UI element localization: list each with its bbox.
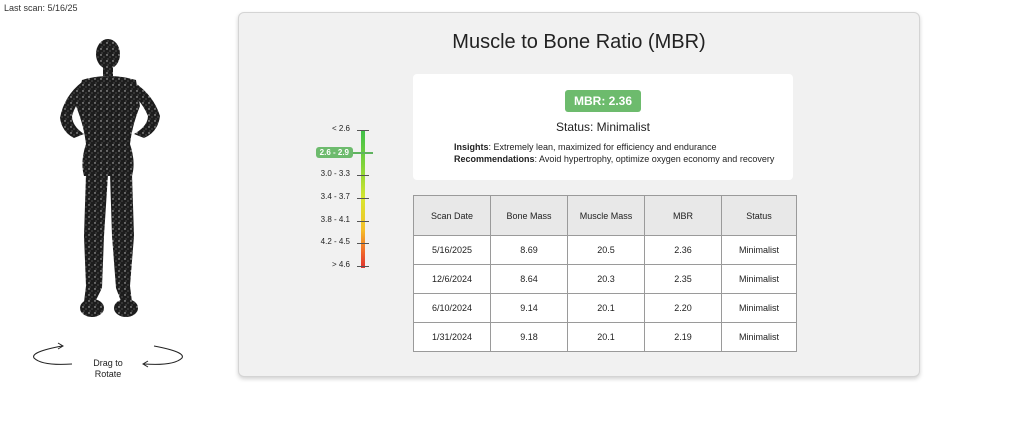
cell-mbr: 2.20 (644, 293, 722, 323)
cell-mbr: 2.35 (644, 264, 722, 294)
rotate-hint-line2: Rotate (94, 369, 122, 379)
scale-tick (357, 243, 369, 245)
scale-label: 3.0 - 3.3 (320, 169, 350, 179)
last-scan-label: Last scan: 5/16/25 (4, 3, 78, 13)
body-scan-viewer[interactable] (40, 36, 180, 332)
cell-scan-date: 12/6/2024 (413, 264, 491, 294)
insights-label: Insights (454, 142, 489, 152)
cell-scan-date: 1/31/2024 (413, 322, 491, 352)
mbr-scale: < 2.6 2.6 - 2.9 3.0 - 3.3 3.4 - 3.7 3.8 - 4.… (308, 124, 388, 274)
info-panel: MBR: 2.36 Status: Minimalist Insights: E… (413, 74, 793, 180)
rotate-hint: Drag to Rotate (78, 358, 138, 380)
scale-tick (357, 175, 369, 177)
cell-mbr: 2.36 (644, 235, 722, 265)
cell-muscle-mass: 20.1 (567, 293, 645, 323)
col-muscle-mass: Muscle Mass (567, 195, 645, 236)
scale-tick (357, 130, 369, 131)
status-text: Status: Minimalist (555, 120, 651, 134)
cell-bone-mass: 9.18 (490, 322, 568, 352)
cell-muscle-mass: 20.5 (567, 235, 645, 265)
cell-muscle-mass: 20.1 (567, 322, 645, 352)
table-row: 5/16/2025 8.69 20.5 2.36 Minimalist (413, 235, 797, 265)
scale-tick (357, 220, 369, 222)
table-row: 1/31/2024 9.18 20.1 2.19 Minimalist (413, 322, 797, 352)
body-scan-figure (60, 39, 160, 317)
recommendations-label: Recommendations (454, 154, 535, 164)
cell-mbr: 2.19 (644, 322, 722, 352)
scale-label: 3.4 - 3.7 (320, 192, 350, 201)
cell-bone-mass: 8.64 (490, 264, 568, 294)
scale-label: < 2.6 (331, 124, 350, 133)
rotate-arrows-icon (33, 342, 183, 368)
cell-status: Minimalist (721, 264, 797, 294)
card-title: Muscle to Bone Ratio (MBR) (452, 31, 706, 53)
scale-label: > 4.6 (331, 260, 350, 269)
cell-scan-date: 5/16/2025 (413, 235, 491, 265)
col-bone-mass: Bone Mass (490, 195, 568, 236)
cell-muscle-mass: 20.3 (567, 264, 645, 294)
col-scan-date: Scan Date (413, 195, 491, 236)
scale-label-active: 2.6 - 2.9 (315, 146, 353, 158)
table-row: 6/10/2024 9.14 20.1 2.20 Minimalist (413, 293, 797, 323)
rotate-hint-line1: Drag to (93, 358, 123, 368)
cell-status: Minimalist (721, 322, 797, 352)
cell-status: Minimalist (721, 235, 797, 265)
mbr-badge: MBR: 2.36 (565, 90, 641, 112)
scale-label: 4.2 - 4.5 (320, 237, 350, 247)
cell-bone-mass: 8.69 (490, 235, 568, 265)
insights-text: : Extremely lean, maximized for efficien… (488, 142, 717, 152)
scale-tick (353, 151, 373, 154)
recommendations-text: : Avoid hypertrophy, optimize oxygen eco… (534, 154, 775, 164)
table-row: 12/6/2024 8.64 20.3 2.35 Minimalist (413, 264, 797, 294)
insights-block: Insights: Extremely lean, maximized for … (454, 141, 784, 165)
rotate-control[interactable]: Drag to Rotate (28, 340, 188, 386)
scan-history-table: Scan Date Bone Mass Muscle Mass MBR Stat… (413, 195, 797, 352)
cell-scan-date: 6/10/2024 (413, 293, 491, 323)
scale-gradient-bar (361, 130, 365, 268)
scale-label: 3.8 - 4.1 (320, 214, 350, 224)
cell-bone-mass: 9.14 (490, 293, 568, 323)
scale-tick (357, 198, 369, 199)
col-status: Status (721, 195, 797, 236)
cell-status: Minimalist (721, 293, 797, 323)
table-header-row: Scan Date Bone Mass Muscle Mass MBR Stat… (413, 195, 797, 236)
col-mbr: MBR (644, 195, 722, 236)
scale-tick (357, 266, 369, 267)
